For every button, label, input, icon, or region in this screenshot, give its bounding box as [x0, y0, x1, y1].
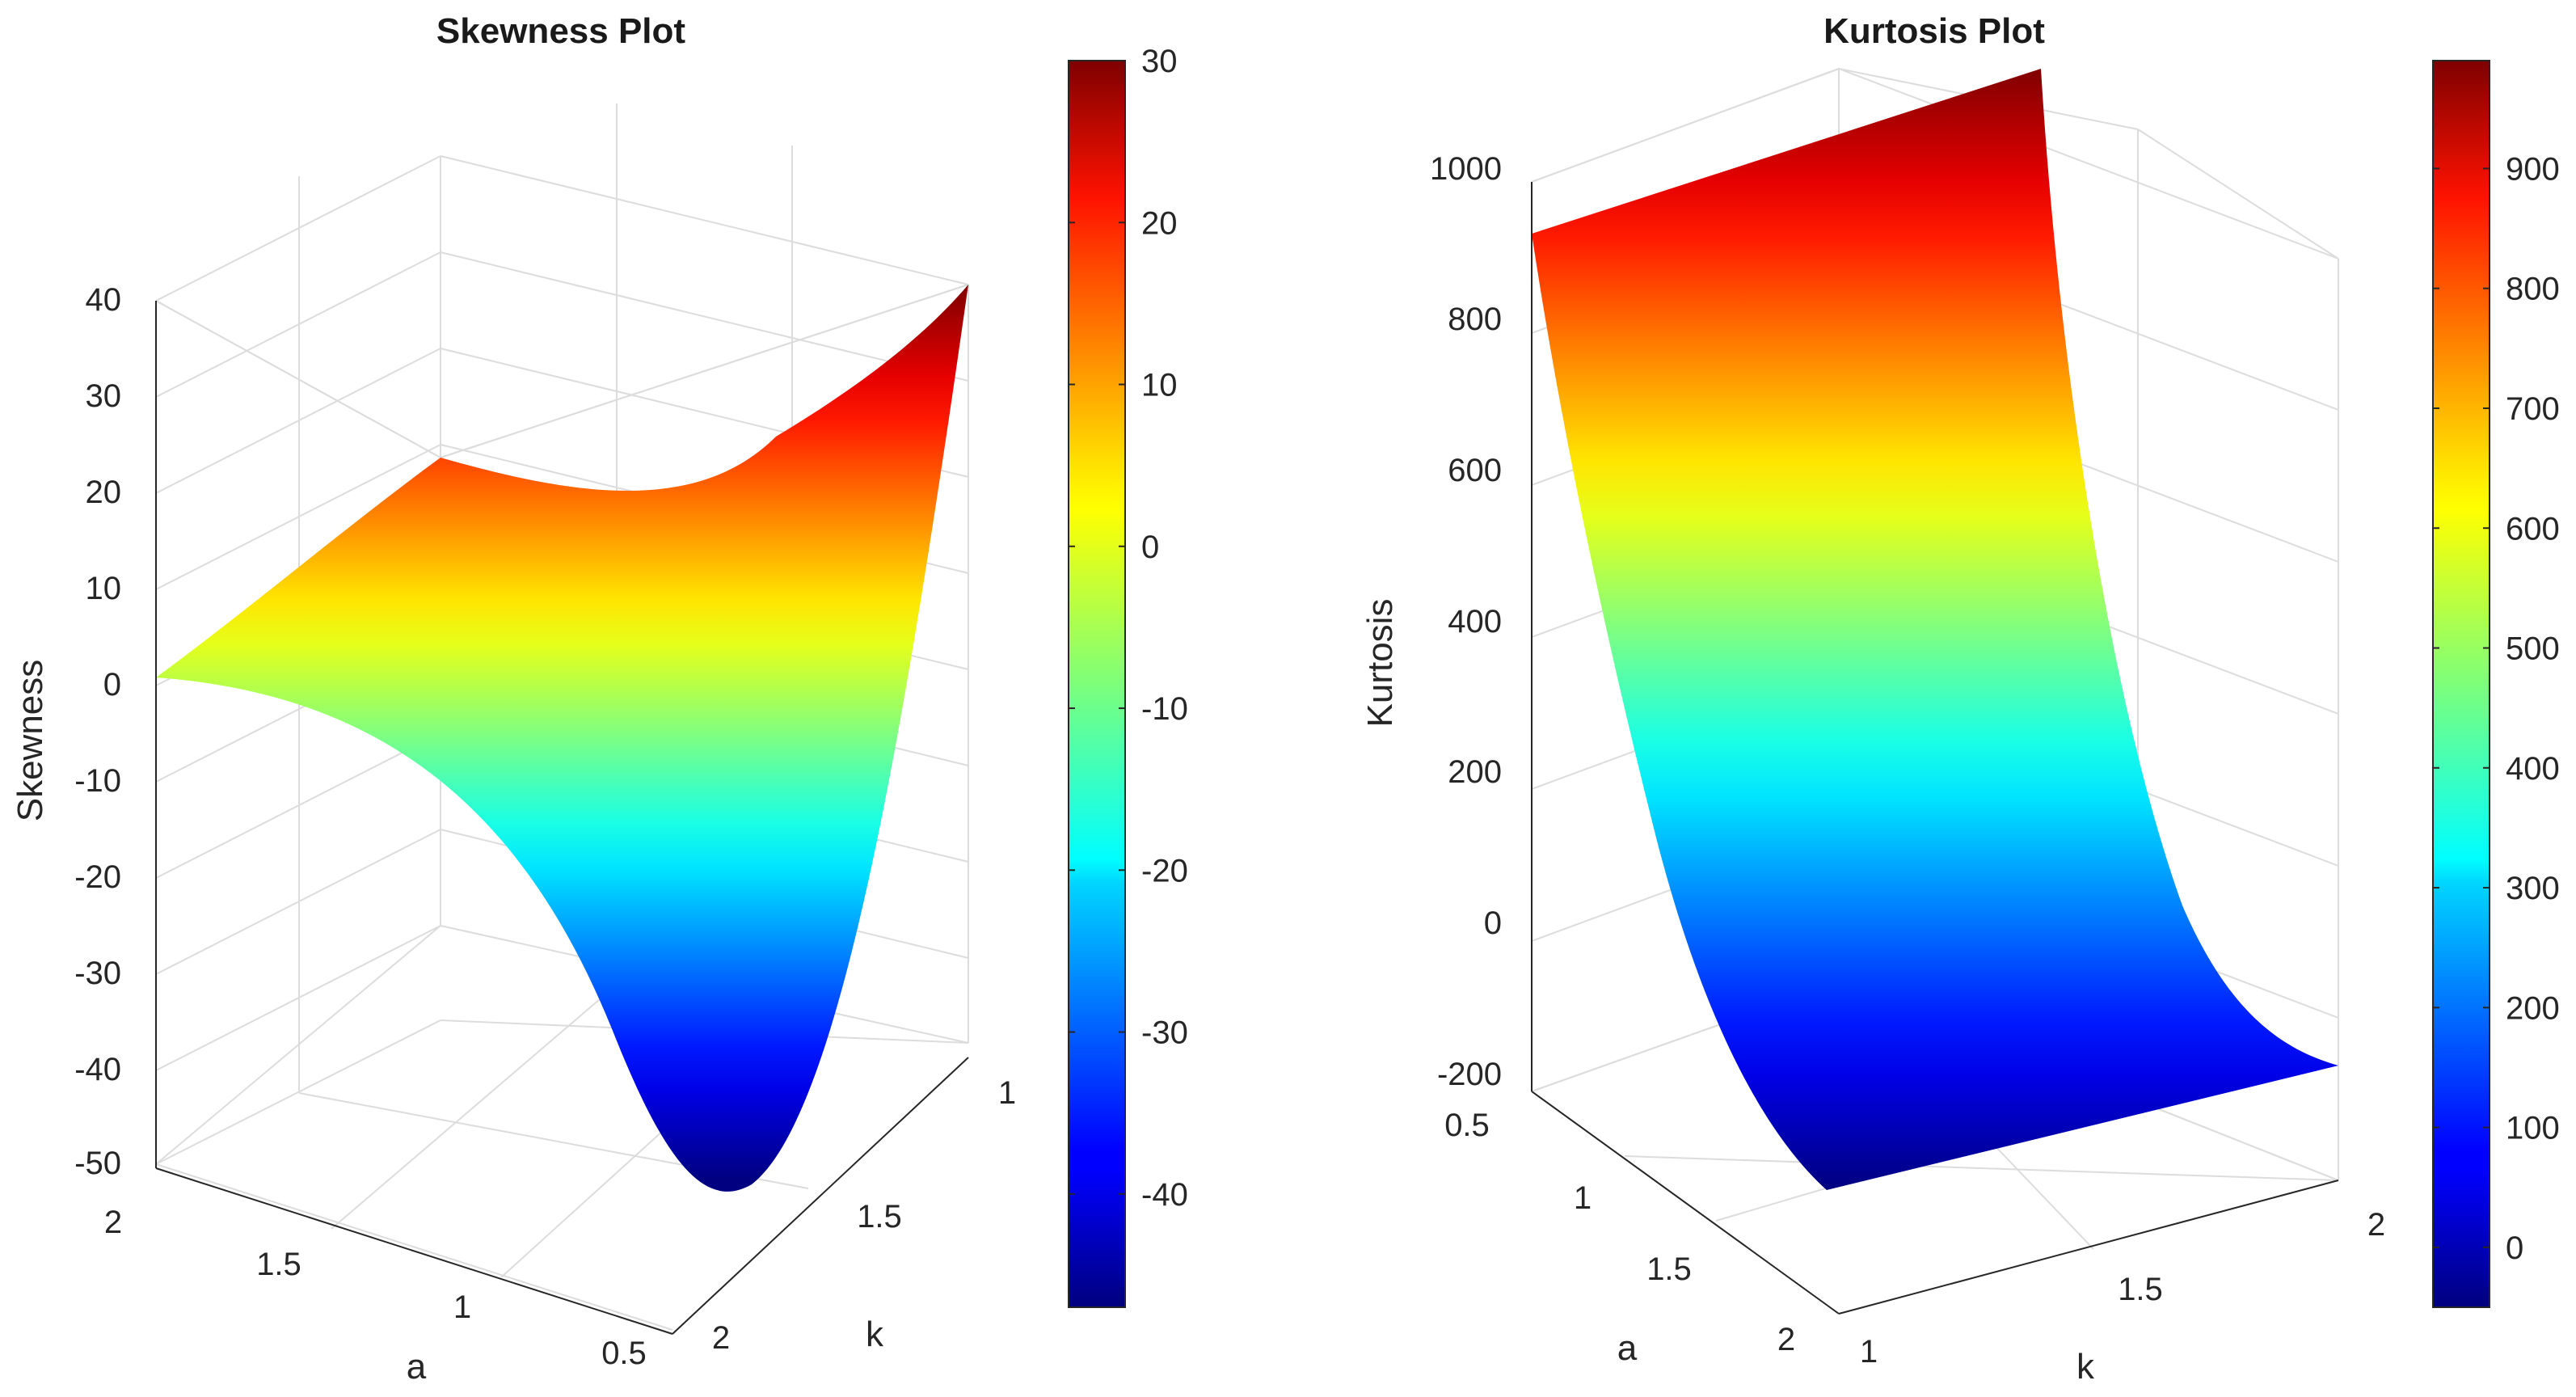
skewness-a-label: a [407, 1347, 427, 1386]
colorbar-tick-label: 200 [2506, 990, 2560, 1026]
colorbar-tick-label: 30 [1141, 44, 1178, 79]
a-tick-label: 0.5 [601, 1336, 647, 1371]
k-tick-label: 1 [1860, 1334, 1878, 1370]
z-tick-label: 30 [86, 378, 122, 414]
kurtosis-k-label: k [2076, 1347, 2095, 1386]
colorbar-tick-label: 0 [2506, 1230, 2523, 1266]
k-tick-label: 2 [712, 1320, 730, 1356]
colorbar-tick-label: 900 [2506, 151, 2560, 187]
colorbar-tick-label: 20 [1141, 205, 1178, 241]
k-tick-label: 2 [2367, 1207, 2385, 1243]
colorbar-tick-label: 700 [2506, 391, 2560, 427]
skewness-title: Skewness Plot [436, 11, 685, 51]
kurtosis-title: Kurtosis Plot [1823, 11, 2045, 51]
z-tick-label: -10 [74, 763, 121, 799]
skewness-colorbar-fill [1069, 61, 1125, 1307]
z-tick-label: -200 [1437, 1057, 1502, 1092]
z-tick-label: 0 [1484, 905, 1502, 941]
skewness-k-label: k [866, 1315, 884, 1354]
z-tick-label: 10 [86, 571, 122, 606]
kurtosis-surface [1532, 69, 2338, 1190]
colorbar-tick-label: 10 [1141, 368, 1178, 403]
z-tick-label: 1000 [1430, 151, 1502, 187]
skewness-surface [156, 285, 968, 1192]
a-tick-label: 2 [1777, 1322, 1795, 1357]
k-tick-label: 1 [998, 1075, 1016, 1111]
colorbar-tick-label: 500 [2506, 631, 2560, 667]
colorbar-tick-label: 300 [2506, 871, 2560, 906]
kurtosis-colorbar-fill [2433, 61, 2490, 1307]
kurtosis-axes [1531, 182, 2339, 1315]
skewness-plot: Skewness Plot [11, 11, 1188, 1386]
k-tick-label: 1.5 [2118, 1272, 2163, 1307]
kurtosis-colorbar-frame [2432, 60, 2490, 1308]
z-tick-label: 40 [86, 282, 122, 318]
z-tick-label: -30 [74, 956, 121, 991]
z-tick-label: 200 [1448, 754, 1502, 790]
z-tick-label: 0 [103, 667, 121, 703]
z-tick-label: -40 [74, 1052, 121, 1087]
z-tick-label: -20 [74, 859, 121, 895]
z-tick-label: 400 [1448, 604, 1502, 639]
a-tick-label: 1.5 [256, 1247, 301, 1282]
kurtosis-a-label: a [1617, 1328, 1638, 1368]
skewness-colorbar: 30 20 10 0 -10 -20 -30 -40 [1068, 44, 1188, 1308]
colorbar-tick-label: 800 [2506, 272, 2560, 307]
a-tick-label: 1 [1574, 1180, 1592, 1216]
colorbar-tick-label: 100 [2506, 1111, 2560, 1146]
kurtosis-z-ticks: 1000 800 600 400 200 0 -200 [1430, 151, 1502, 1092]
skewness-colorbar-frame [1068, 60, 1126, 1308]
skewness-k-ticks: 1 1.5 2 [712, 1075, 1016, 1356]
kurtosis-plot: Kurtosis Plot [1360, 11, 2560, 1386]
colorbar-tick-label: -10 [1141, 691, 1188, 727]
kurtosis-z-label: Kurtosis [1360, 599, 1400, 728]
kurtosis-colorbar: 900 800 700 600 500 400 300 200 100 0 [2432, 60, 2560, 1308]
z-tick-label: 800 [1448, 302, 1502, 337]
a-tick-label: 1.5 [1646, 1251, 1692, 1287]
colorbar-tick-label: -20 [1141, 853, 1188, 888]
colorbar-tick-label: -40 [1141, 1177, 1188, 1213]
skewness-a-ticks: 2 1.5 1 0.5 [104, 1205, 647, 1371]
a-tick-label: 0.5 [1444, 1108, 1490, 1143]
z-tick-label: -50 [74, 1146, 121, 1181]
kurtosis-a-ticks: 0.5 1 1.5 2 [1444, 1108, 1795, 1357]
a-tick-label: 2 [104, 1205, 122, 1240]
colorbar-tick-label: 400 [2506, 751, 2560, 787]
colorbar-tick-label: -30 [1141, 1015, 1188, 1051]
k-tick-label: 1.5 [857, 1199, 902, 1235]
z-tick-label: 20 [86, 475, 122, 510]
skewness-z-label: Skewness [11, 660, 50, 822]
colorbar-tick-label: 0 [1141, 530, 1159, 565]
skewness-axes [155, 301, 969, 1335]
colorbar-tick-label: 600 [2506, 511, 2560, 547]
a-tick-label: 1 [453, 1289, 471, 1325]
skewness-z-ticks: 40 30 20 10 0 -10 -20 -30 -40 -50 [74, 282, 121, 1181]
z-tick-label: 600 [1448, 453, 1502, 488]
kurtosis-k-ticks: 1 1.5 2 [1860, 1207, 2385, 1370]
